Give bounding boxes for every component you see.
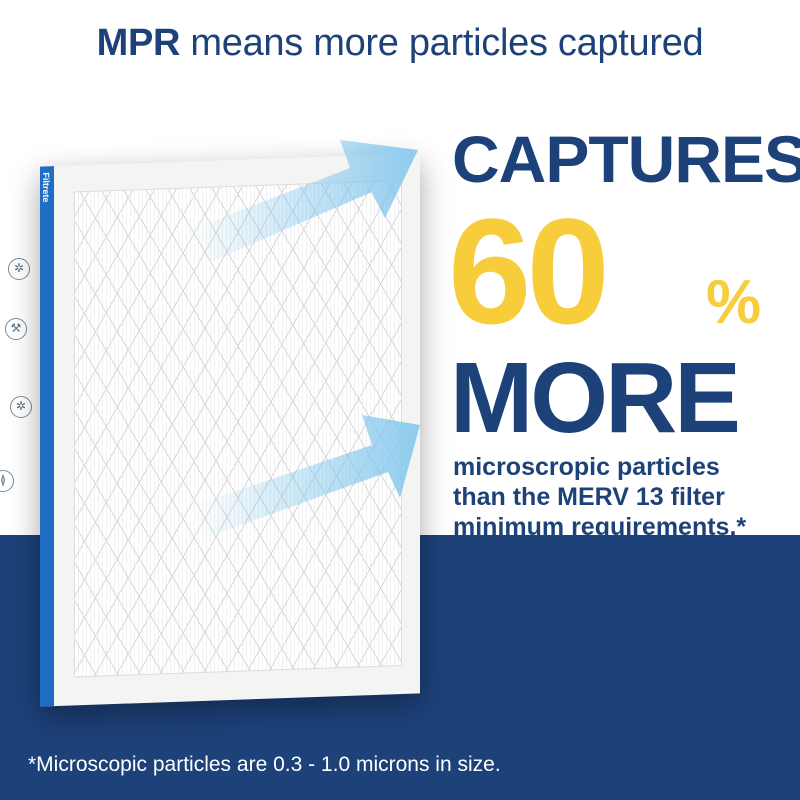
headline-percent: %: [706, 268, 762, 337]
title-bold: MPR: [96, 22, 181, 64]
gear-icon: ✲: [10, 396, 32, 418]
gear-icon: ✲: [8, 258, 30, 280]
subtext-line: minimum requirements.*: [453, 513, 747, 541]
title-rest: means more particles captured: [180, 22, 704, 64]
arrow-upper: [190, 140, 418, 262]
subtext: microscropic particles than the MERV 13 …: [453, 452, 746, 542]
headline-captures: CAPTURES: [452, 122, 800, 196]
page-title: MPR means more particles captured: [0, 22, 800, 66]
headline-number: 60: [448, 187, 610, 355]
subtext-line: microscropic particles: [453, 453, 720, 481]
wrench-icon: ⚒: [5, 318, 27, 340]
headline-more: MORE: [450, 342, 741, 454]
subtext-line: than the MERV 13 filter: [453, 483, 725, 511]
arrow-lower: [195, 415, 420, 538]
footnote: *Microscopic particles are 0.3 - 1.0 mic…: [28, 753, 501, 776]
